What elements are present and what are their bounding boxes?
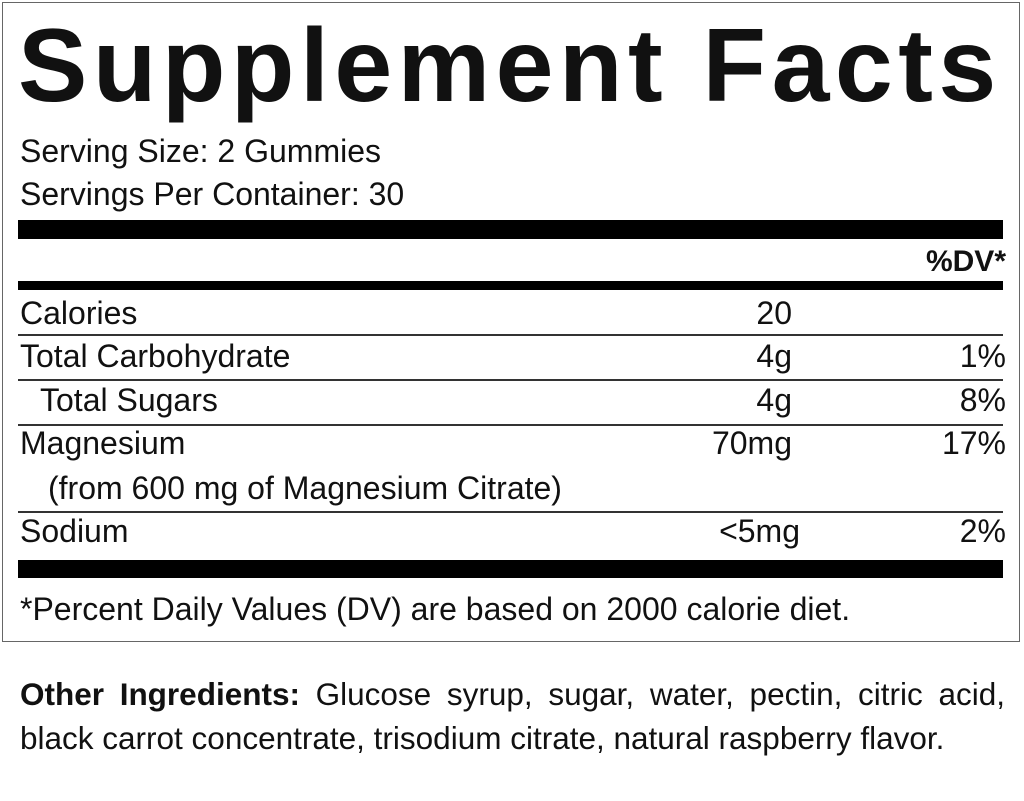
row-magnesium-dv: 17% (941, 425, 1006, 461)
row-magnesium-name: Magnesium (20, 425, 186, 461)
other-ingredients: Other Ingredients: Glucose syrup, sugar,… (20, 672, 1005, 760)
row-sugars-name: Total Sugars (40, 382, 218, 418)
row-sugars-amount: 4g (756, 382, 792, 418)
row-divider (18, 379, 1003, 381)
row-sodium-dv: 2% (959, 513, 1006, 549)
dv-footnote: *Percent Daily Values (DV) are based on … (20, 591, 851, 627)
panel-title: Supplement Facts (18, 8, 1002, 124)
thick-divider (18, 560, 1003, 578)
row-carb-amount: 4g (756, 338, 792, 374)
medium-divider (18, 281, 1003, 290)
row-divider (18, 511, 1003, 513)
supplement-facts-panel (2, 2, 1020, 642)
row-carb-dv: 1% (959, 338, 1006, 374)
other-ingredients-text: Glucose syrup, sugar, water, pectin, cit… (20, 676, 1005, 756)
row-divider (18, 334, 1003, 336)
row-magnesium-source: (from 600 mg of Magnesium Citrate) (48, 470, 562, 506)
thick-divider (18, 220, 1003, 239)
row-carb-name: Total Carbohydrate (20, 338, 291, 374)
row-calories-amount: 20 (756, 295, 792, 331)
dv-header: %DV* (925, 245, 1006, 278)
row-sugars-dv: 8% (959, 382, 1006, 418)
row-sodium-name: Sodium (20, 513, 129, 549)
servings-per-container: Servings Per Container: 30 (20, 176, 405, 212)
row-magnesium-amount: 70mg (711, 425, 792, 461)
row-sodium-amount: <5mg (719, 513, 800, 549)
serving-size: Serving Size: 2 Gummies (20, 133, 382, 169)
row-calories-name: Calories (20, 295, 138, 331)
row-divider (18, 424, 1003, 426)
other-ingredients-label: Other Ingredients: (20, 676, 300, 712)
